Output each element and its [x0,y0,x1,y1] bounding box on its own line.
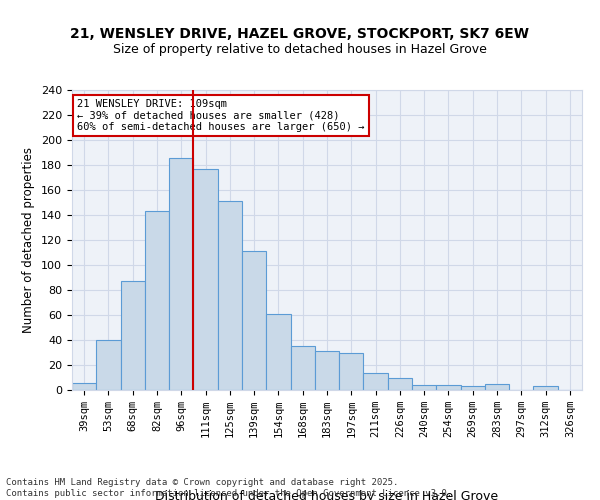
Y-axis label: Number of detached properties: Number of detached properties [22,147,35,333]
Bar [72,382,96,390]
X-axis label: Distribution of detached houses by size in Hazel Grove: Distribution of detached houses by size … [155,490,499,500]
Bar [315,351,339,390]
Text: 21, WENSLEY DRIVE, HAZEL GROVE, STOCKPORT, SK7 6EW: 21, WENSLEY DRIVE, HAZEL GROVE, STOCKPOR… [71,28,530,42]
Bar [218,201,242,390]
Bar [436,385,461,390]
Bar [242,251,266,390]
Bar [96,340,121,390]
Bar [364,372,388,390]
Text: Contains HM Land Registry data © Crown copyright and database right 2025.
Contai: Contains HM Land Registry data © Crown c… [6,478,452,498]
Bar [169,158,193,390]
Bar [193,169,218,390]
Bar [145,211,169,390]
Bar [290,346,315,390]
Bar [339,352,364,390]
Text: Size of property relative to detached houses in Hazel Grove: Size of property relative to detached ho… [113,42,487,56]
Bar [461,386,485,390]
Bar [485,384,509,390]
Bar [412,385,436,390]
Bar [266,314,290,390]
Text: 21 WENSLEY DRIVE: 109sqm
← 39% of detached houses are smaller (428)
60% of semi-: 21 WENSLEY DRIVE: 109sqm ← 39% of detach… [77,99,365,132]
Bar [388,378,412,390]
Bar [533,386,558,390]
Bar [121,281,145,390]
